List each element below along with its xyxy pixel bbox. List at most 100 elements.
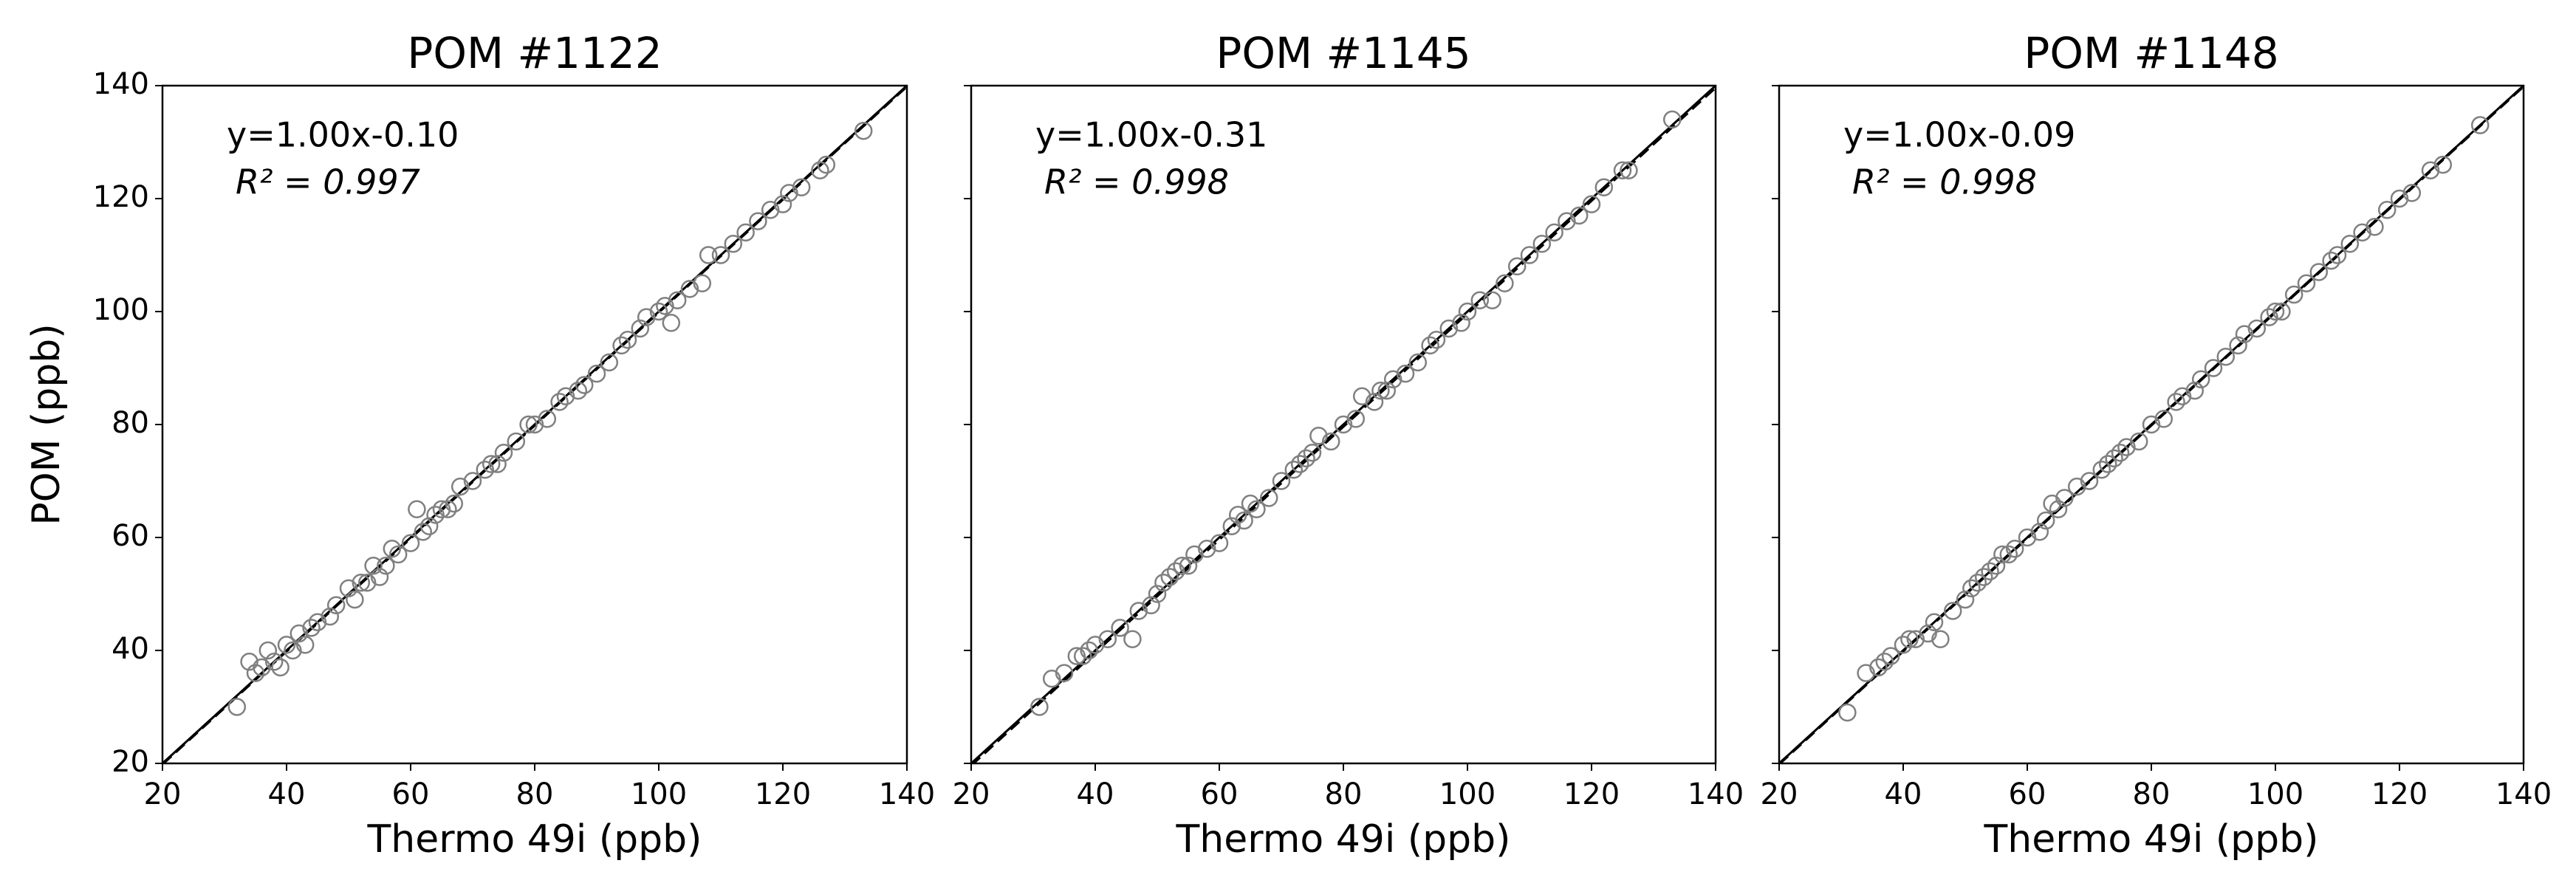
point [2067,477,2086,496]
point [550,393,569,411]
point [2098,455,2117,473]
point [538,410,557,428]
point [246,664,265,682]
x-tick-label: 60 [392,777,430,811]
point [1470,291,1490,309]
point [1111,619,1129,637]
point [811,161,829,179]
point [1974,568,1993,586]
point [1962,579,1981,598]
point [2433,155,2453,174]
point [1496,274,1514,292]
point [792,178,811,196]
point [401,534,420,552]
point [1613,161,1632,179]
point [1179,557,1198,575]
point [1142,596,1160,615]
point [1309,427,1328,445]
point [2284,285,2303,304]
point [1284,460,1304,479]
point [1919,624,1937,643]
point [370,568,389,586]
point [284,641,302,660]
point [2185,381,2205,400]
x-tick-label: 20 [144,777,182,811]
point [2142,415,2161,434]
annotation: y=1.00x-0.09 [1843,115,2075,155]
point [736,223,755,242]
point [1558,212,1576,230]
point [1594,178,1614,196]
fit-line [1779,86,2524,763]
point [2297,274,2316,292]
point [1993,545,2012,564]
point [1507,257,1527,276]
point [1383,370,1402,389]
annotation: y=1.00x-0.10 [227,115,459,155]
point [1875,653,1894,671]
point [817,155,836,174]
point [2470,116,2490,134]
point [1166,562,1185,581]
panel: 20 40 60 80 100 120 140 POM #1148 Thermo 49i (pp… [1761,28,2552,862]
x-tick-label: 60 [1201,777,1239,811]
point [724,234,743,253]
point [2229,336,2247,355]
x-tick-label: 100 [631,777,687,811]
x-tick-label: 80 [516,777,554,811]
point [1981,562,1999,581]
plot-area [1779,86,2524,763]
point [2260,308,2278,326]
point [451,477,470,496]
point [1925,613,1944,631]
x-axis-label: Thermo 49i (ppb) [1984,817,2319,862]
point [383,540,402,558]
point [445,494,464,513]
point [2216,347,2236,366]
point [773,195,792,213]
x-tick-label: 80 [1325,777,1363,811]
point [2328,246,2347,264]
x-tick-label: 40 [268,777,306,811]
point [364,557,383,575]
point [1620,161,1638,179]
point [302,619,321,637]
point [1900,630,1919,648]
point [227,698,247,716]
point [854,121,873,140]
point [2005,540,2024,558]
point [1857,664,1875,682]
point [1067,647,1086,665]
point [2191,370,2210,389]
point [1346,410,1366,428]
point [575,376,594,394]
point [2049,500,2068,518]
point [1365,393,1384,411]
point [2154,410,2174,428]
y-tick-label: 100 [93,293,149,327]
point [357,573,377,592]
point [1080,641,1098,660]
point [2105,449,2123,468]
point [432,500,451,518]
point [587,364,606,383]
point [761,201,780,219]
point [649,302,668,321]
point [1055,664,1074,682]
point [2129,432,2148,451]
y-tick-label: 80 [112,406,149,440]
point [1999,545,2018,564]
plot-area [162,86,907,763]
point [2036,511,2055,530]
point [2390,189,2409,208]
point [1421,336,1439,355]
point [414,523,433,541]
y-tick-label: 140 [93,67,149,101]
point [600,353,619,372]
point [408,500,426,518]
point [1210,534,1229,552]
point [662,314,681,332]
point [1569,206,1589,225]
point [1222,517,1241,535]
point [693,274,712,292]
